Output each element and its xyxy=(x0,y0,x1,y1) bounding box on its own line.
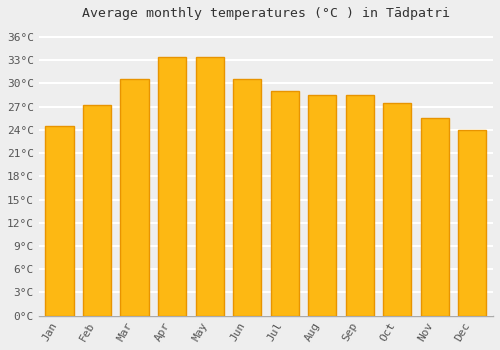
Bar xyxy=(383,103,412,316)
Bar xyxy=(233,79,261,316)
Bar xyxy=(196,57,224,316)
Bar xyxy=(83,105,111,316)
Bar xyxy=(270,91,299,316)
Bar xyxy=(346,95,374,316)
Title: Average monthly temperatures (°C ) in Tādpatri: Average monthly temperatures (°C ) in Tā… xyxy=(82,7,450,20)
Bar xyxy=(158,57,186,316)
Bar xyxy=(421,118,449,316)
Bar xyxy=(46,126,74,316)
Bar xyxy=(120,79,148,316)
Bar xyxy=(458,130,486,316)
Bar xyxy=(308,95,336,316)
